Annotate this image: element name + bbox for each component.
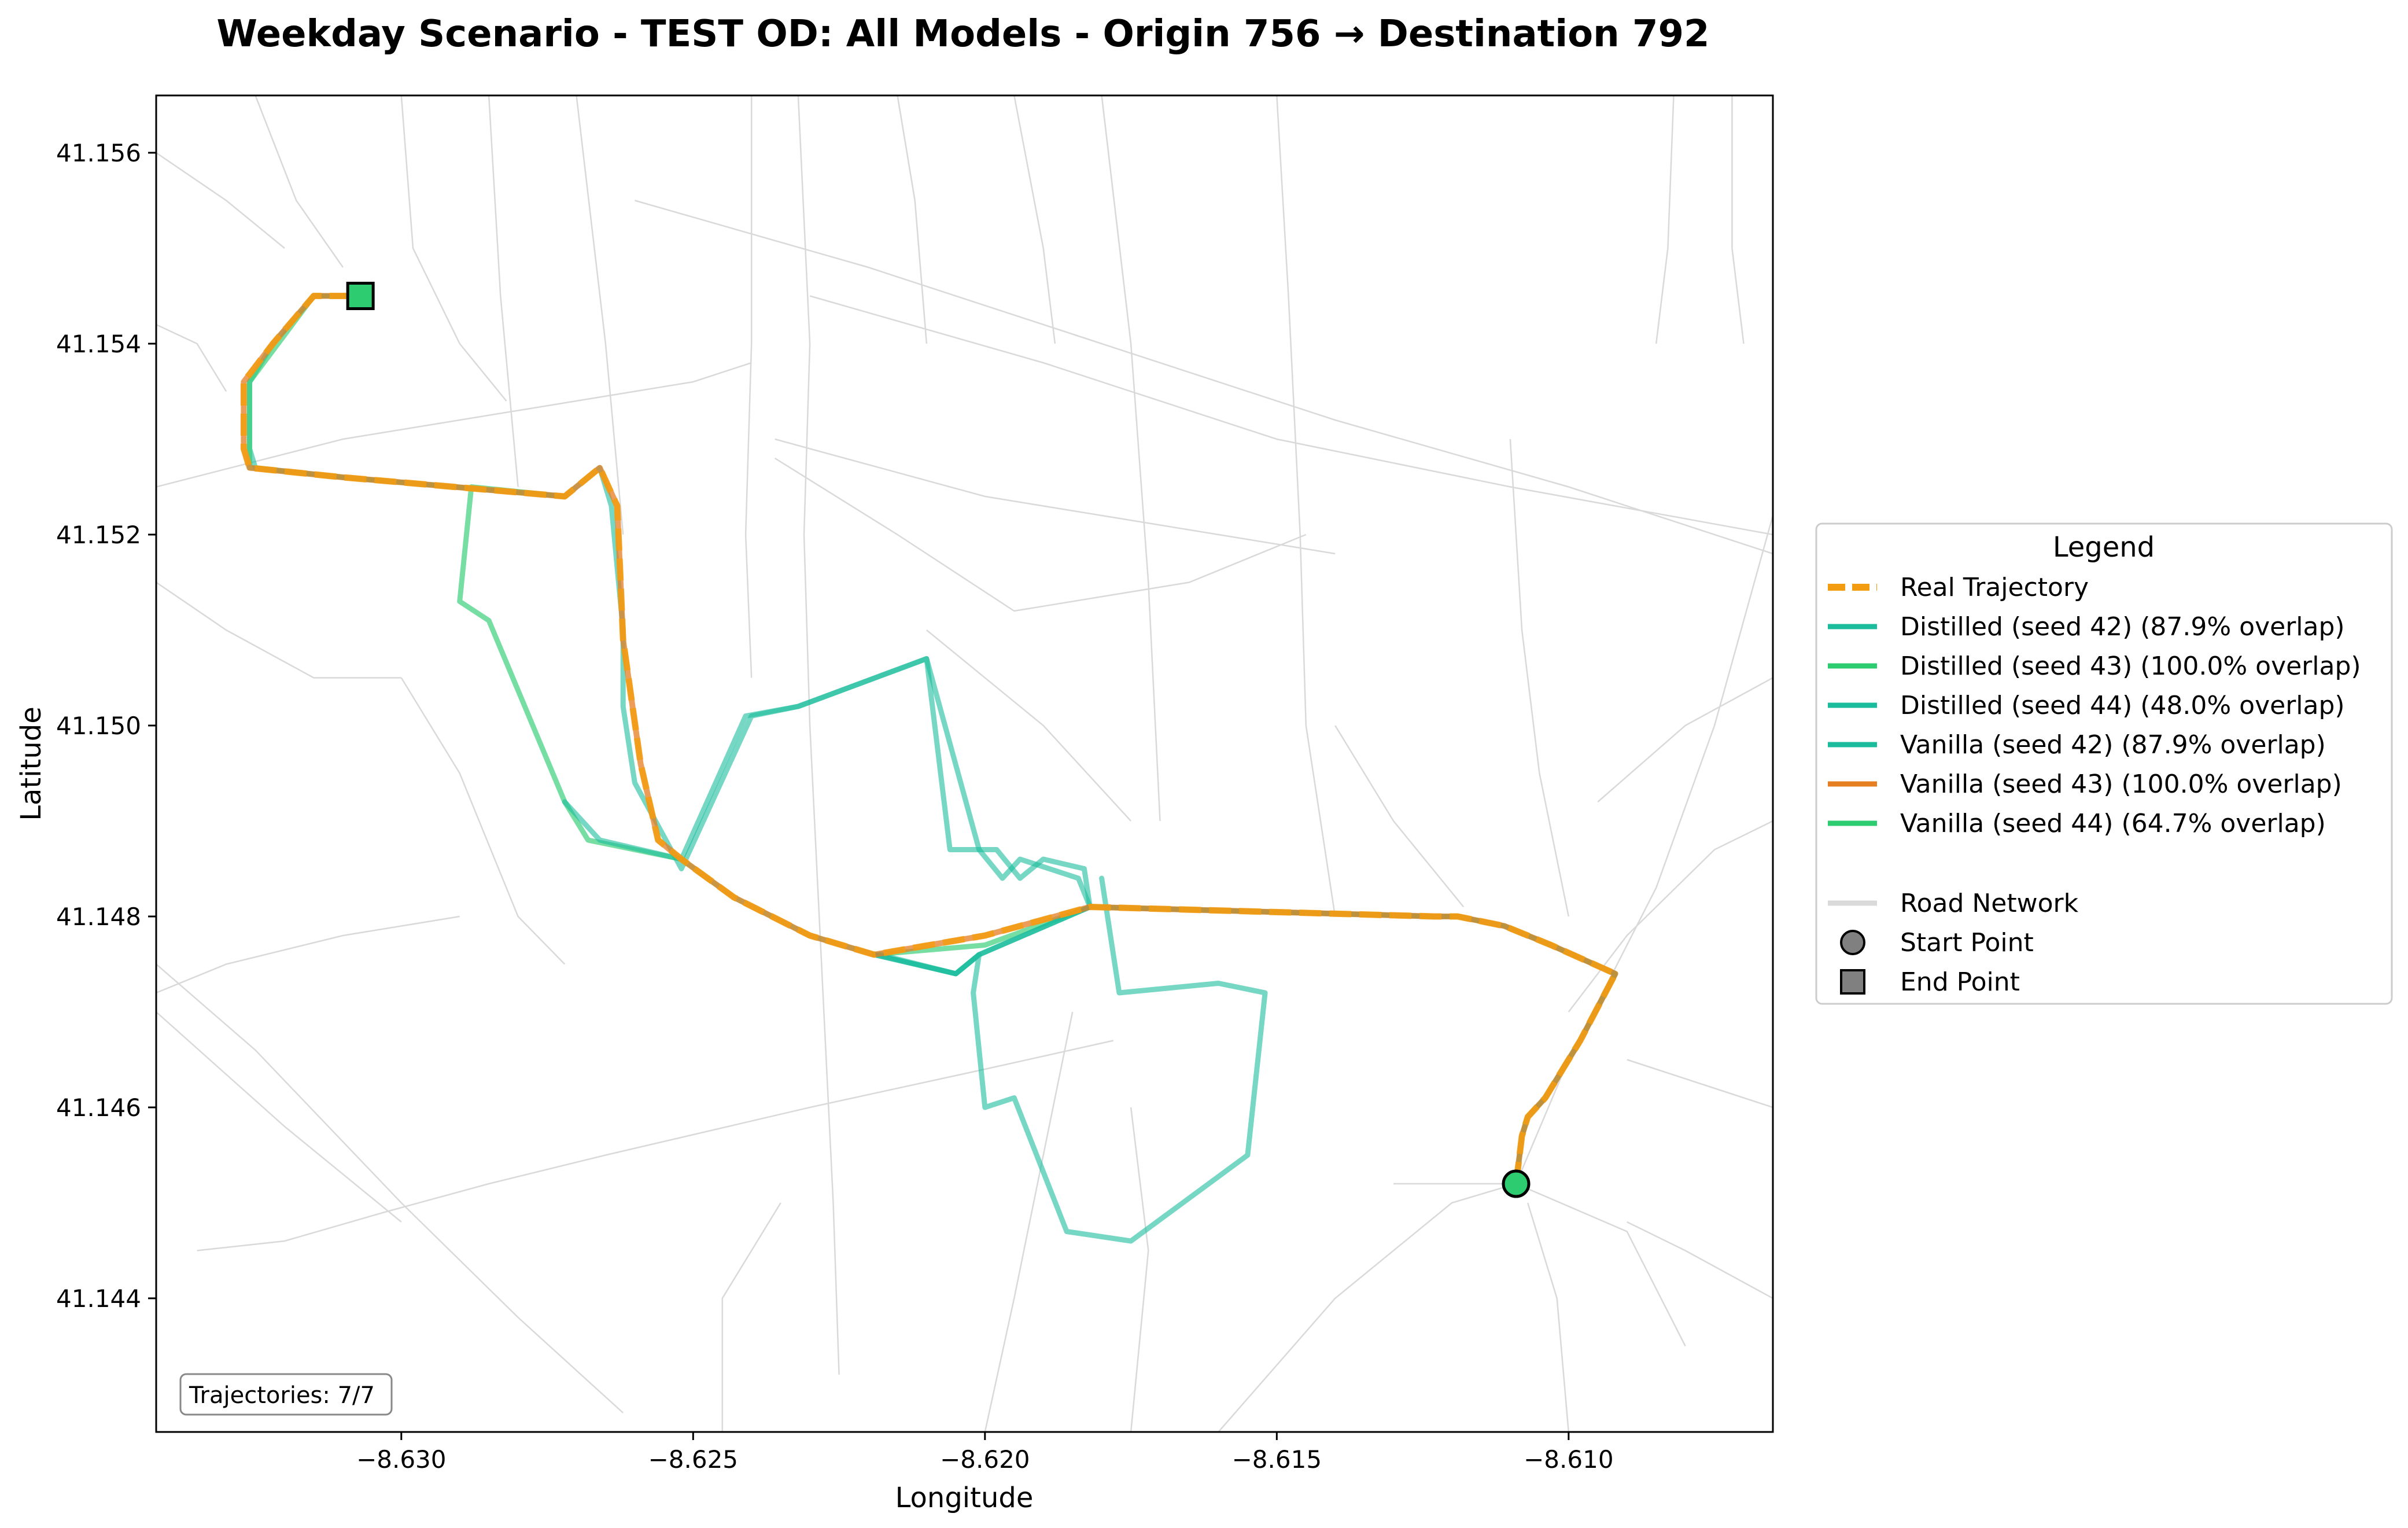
road-segment	[1218, 515, 1773, 1432]
road-segment	[156, 1011, 402, 1223]
road-segment	[926, 629, 1132, 822]
road-segment	[576, 95, 624, 535]
x-tick-label: −8.620	[940, 1445, 1030, 1474]
y-tick-label: 41.144	[56, 1284, 141, 1313]
road-segment	[1509, 439, 1570, 917]
annotation-box	[179, 1373, 393, 1416]
end-point-marker	[346, 282, 375, 310]
legend-item: Start Point	[1840, 928, 2034, 958]
y-tick-label: 41.152	[56, 521, 141, 549]
road-segment	[1276, 95, 1336, 917]
plot-frame	[155, 94, 1774, 1433]
legend-label: Start Point	[1900, 928, 2034, 958]
x-tick-label: −8.610	[1524, 1445, 1613, 1474]
road-segment	[156, 915, 460, 994]
road-segment	[721, 1202, 781, 1432]
road-segment	[984, 1011, 1074, 1432]
trajectory-vanilla-seed44	[246, 293, 1618, 1187]
legend-item: Distilled (seed 43) (100.0% overlap)	[1828, 651, 2361, 681]
road-segment	[1393, 1183, 1686, 1347]
road-segment	[1130, 1107, 1149, 1432]
trajectory-distilled-seed42	[562, 656, 1093, 910]
y-tick-label: 41.150	[56, 712, 141, 740]
y-axis: 41.144 41.146 41.148 41.150 41.152 41.154 41.1…	[56, 139, 156, 1313]
trajectory-layer	[240, 293, 1619, 1244]
x-tick-label: −8.615	[1232, 1445, 1322, 1474]
trajectory-count-text: Trajectories: 7/7	[189, 1382, 375, 1409]
legend-label: Vanilla (seed 44) (64.7% overlap)	[1900, 809, 2326, 838]
road-segment	[1013, 95, 1056, 344]
road-segment	[1655, 95, 1675, 344]
x-tick-label: −8.630	[356, 1445, 446, 1474]
trajectory-real	[240, 293, 1619, 1184]
road-segment	[797, 95, 840, 1375]
road-segment	[635, 200, 1773, 555]
legend-item: Real Trajectory	[1828, 573, 2089, 602]
legend-title: Legend	[2053, 531, 2155, 564]
y-tick-label: 41.154	[56, 330, 141, 358]
road-segment	[1627, 1221, 1773, 1299]
legend: Legend Real Trajectory Distilled (seed 42…	[1815, 522, 2393, 1005]
trajectory-distilled-seed44	[246, 293, 1618, 1187]
x-axis-label: Longitude	[895, 1482, 1034, 1514]
road-segment	[809, 295, 1773, 536]
trajectory-loop-south	[877, 875, 1268, 1244]
legend-item: Vanilla (seed 44) (64.7% overlap)	[1828, 809, 2326, 838]
legend-item: Vanilla (seed 43) (100.0% overlap)	[1828, 769, 2342, 799]
road-segment	[1101, 95, 1161, 822]
trajectory-vanilla-seed42	[871, 904, 1093, 977]
legend-item: Vanilla (seed 42) (87.9% overlap)	[1828, 730, 2326, 760]
road-segment	[197, 1040, 1114, 1251]
legend-label: Vanilla (seed 43) (100.0% overlap)	[1900, 769, 2342, 799]
road-segment	[400, 677, 566, 965]
legend-item: End Point	[1840, 967, 2020, 997]
road-segment	[1527, 1202, 1570, 1432]
road-segment	[1597, 677, 1773, 802]
road-segment	[744, 95, 753, 678]
y-tick-label: 41.148	[56, 903, 141, 931]
legend-item: Distilled (seed 42) (87.9% overlap)	[1828, 612, 2345, 642]
y-axis-label: Latitude	[15, 706, 47, 821]
road-segment	[774, 457, 1307, 612]
y-tick-label: 41.146	[56, 1093, 141, 1122]
road-segment	[775, 438, 1336, 555]
road-network	[156, 95, 1773, 1432]
road-segment	[156, 362, 752, 488]
chart-title: Weekday Scenario - TEST OD: All Models -…	[216, 13, 1709, 56]
road-segment	[156, 581, 401, 679]
road-segment	[488, 95, 519, 487]
road-segment	[400, 95, 507, 402]
road-segment	[156, 152, 285, 249]
road-segment	[156, 323, 227, 392]
road-segment	[1568, 820, 1773, 1012]
legend-item: Road Network	[1828, 889, 2079, 918]
start-point-marker	[1502, 1169, 1531, 1198]
trajectory-count-box: Trajectories: 7/7	[179, 1373, 393, 1416]
road-segment	[1731, 95, 1745, 344]
road-segment	[255, 95, 344, 268]
legend-label: Road Network	[1900, 889, 2079, 918]
markers-layer	[346, 282, 1531, 1198]
x-tick-label: −8.625	[648, 1445, 738, 1474]
legend-box	[1815, 522, 2393, 1005]
legend-label: Real Trajectory	[1900, 573, 2089, 602]
y-tick-label: 41.156	[56, 139, 141, 167]
legend-label: Distilled (seed 43) (100.0% overlap)	[1900, 651, 2361, 681]
road-segment	[1334, 725, 1465, 908]
legend-label: Vanilla (seed 42) (87.9% overlap)	[1900, 730, 2326, 760]
road-segment	[1627, 1059, 1773, 1109]
trajectory-vanilla-seed43	[241, 293, 1618, 1187]
legend-label: Distilled (seed 42) (87.9% overlap)	[1900, 612, 2345, 642]
legend-label: End Point	[1900, 967, 2020, 997]
legend-swatch	[1840, 969, 1865, 995]
legend-label: Distilled (seed 44) (48.0% overlap)	[1900, 691, 2345, 720]
legend-swatch	[1840, 930, 1865, 955]
x-axis: −8.630 −8.625 −8.620 −8.615 −8.610	[356, 1432, 1614, 1474]
road-segment	[156, 963, 624, 1413]
road-segment	[897, 95, 928, 344]
legend-item: Distilled (seed 44) (48.0% overlap)	[1828, 691, 2345, 720]
